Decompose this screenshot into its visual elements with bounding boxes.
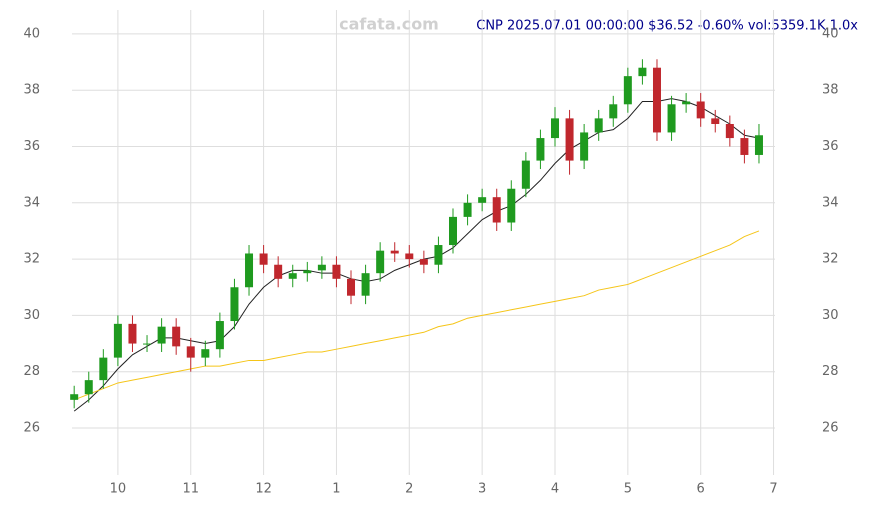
candle-body — [434, 245, 443, 265]
candle-body — [274, 264, 283, 279]
candle-body — [230, 287, 239, 322]
y-tick-label-right: 40 — [822, 26, 839, 41]
y-tick-label-right: 34 — [822, 195, 839, 210]
candle-body — [143, 343, 152, 345]
candle-body — [113, 323, 122, 358]
y-tick-label: 40 — [23, 26, 40, 41]
y-tick-label: 26 — [23, 420, 40, 435]
y-tick-label-right: 28 — [822, 364, 839, 379]
candle-body — [405, 253, 414, 260]
y-tick-label: 34 — [23, 195, 40, 210]
x-tick-label: 3 — [478, 482, 486, 497]
candle-body — [507, 188, 516, 223]
candle-body — [754, 135, 763, 155]
y-tick-label-right: 30 — [822, 308, 839, 323]
candle-body — [580, 132, 589, 161]
candle-body — [157, 326, 166, 344]
candle-body — [550, 118, 559, 139]
candle-body — [390, 250, 399, 254]
x-tick-label: 10 — [110, 482, 127, 497]
candle-body — [84, 380, 93, 395]
chart-title: CNP 2025.07.01 00:00:00 $36.52 -0.60% vo… — [476, 19, 858, 34]
candle-body — [361, 273, 370, 296]
candle-body — [667, 104, 676, 133]
y-tick-label: 28 — [23, 364, 40, 379]
y-tick-label: 36 — [23, 139, 40, 154]
y-tick-label-right: 38 — [822, 83, 839, 98]
candle-body — [536, 138, 545, 161]
x-tick-label: 7 — [769, 482, 777, 497]
candle-body — [565, 118, 574, 161]
candle-body — [478, 197, 487, 203]
candle-body — [128, 323, 137, 344]
x-tick-label: 6 — [697, 482, 705, 497]
candle-body — [609, 104, 618, 119]
candle-body — [652, 67, 661, 133]
candle-body — [376, 250, 385, 274]
candle-body — [70, 394, 79, 400]
candle-body — [99, 357, 108, 381]
candle-body — [638, 67, 647, 77]
candle-body — [317, 264, 326, 271]
candle-body — [288, 273, 297, 279]
x-tick-label: 2 — [405, 482, 413, 497]
candle-body — [259, 253, 268, 265]
candle-body — [332, 264, 341, 279]
y-tick-label-right: 36 — [822, 139, 839, 154]
y-tick-label: 38 — [23, 83, 40, 98]
x-tick-label: 12 — [255, 482, 272, 497]
candle-body — [711, 118, 720, 124]
candle-body — [245, 253, 254, 288]
y-tick-label: 32 — [23, 252, 40, 267]
candle-body — [201, 349, 210, 358]
y-tick-label: 30 — [23, 308, 40, 323]
x-tick-label: 1 — [332, 482, 340, 497]
candle-body — [347, 278, 356, 296]
candle-body — [172, 326, 181, 347]
candle-body — [740, 138, 749, 155]
candle-body — [682, 101, 691, 105]
candle-body — [463, 202, 472, 217]
x-tick-label: 4 — [551, 482, 559, 497]
watermark: cafata.com — [339, 15, 439, 34]
candle-body — [186, 346, 195, 358]
candle-body — [623, 76, 632, 105]
y-tick-label-right: 26 — [822, 420, 839, 435]
candle-body — [449, 216, 458, 246]
candle-body — [725, 123, 734, 139]
moving-average-line — [73, 98, 760, 412]
candle-body — [594, 118, 603, 133]
x-tick-label: 5 — [624, 482, 632, 497]
x-tick-label: 11 — [182, 482, 199, 497]
candle-body — [419, 259, 428, 265]
candle-body — [521, 160, 530, 189]
y-tick-label-right: 32 — [822, 252, 839, 267]
candle-body — [492, 197, 501, 223]
candle-body — [215, 321, 224, 350]
candle-body — [696, 101, 705, 119]
candle-body — [303, 270, 312, 274]
moving-average-line — [74, 230, 760, 401]
